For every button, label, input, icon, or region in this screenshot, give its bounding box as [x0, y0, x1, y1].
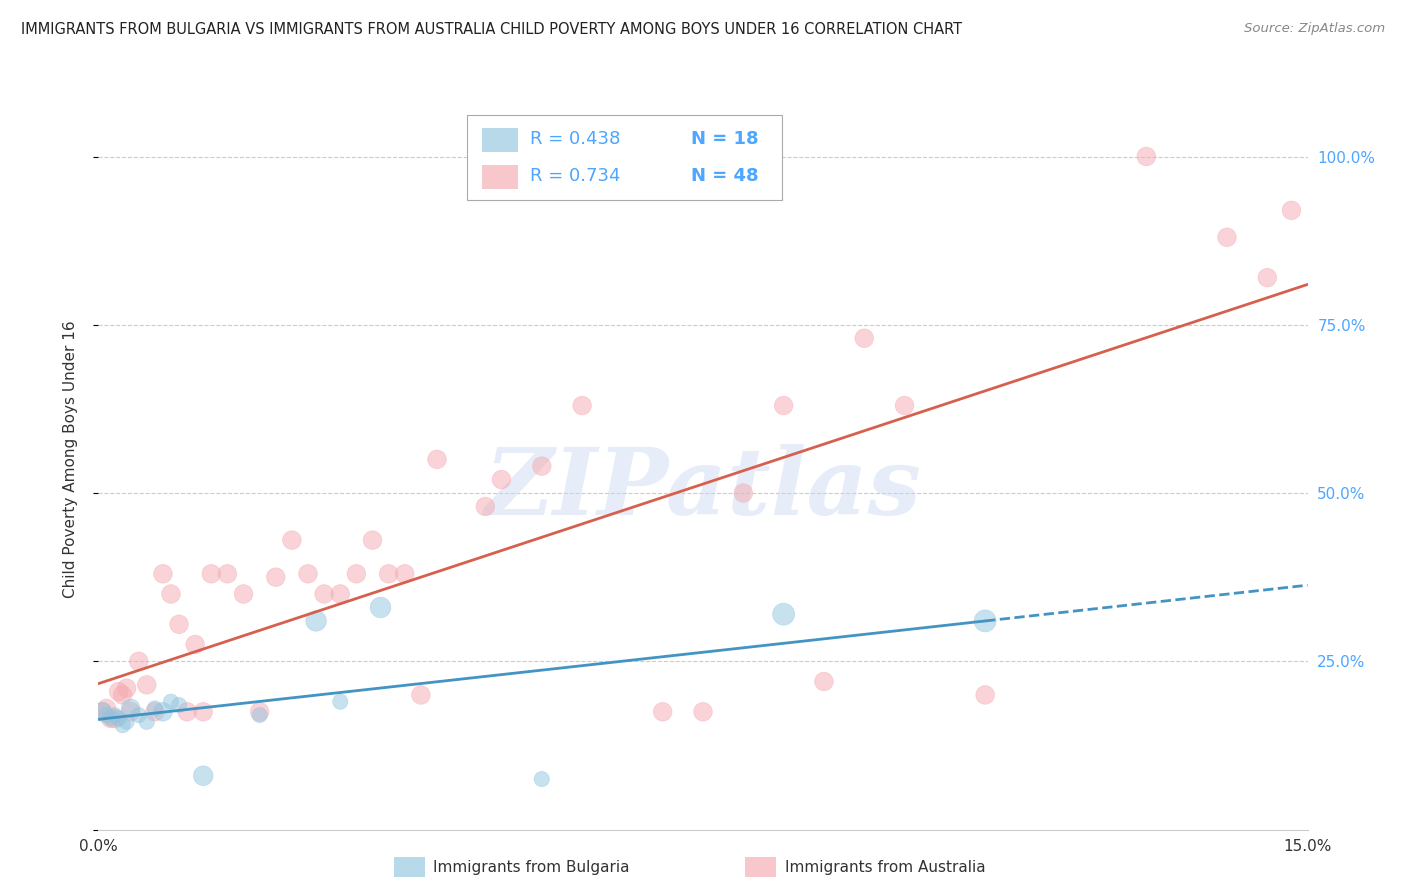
- Point: [107, 712, 129, 726]
- Point: [103, 712, 125, 726]
- Text: ZIPatlas: ZIPatlas: [485, 444, 921, 534]
- Point: [111, 718, 134, 732]
- Point: [100, 712, 122, 726]
- Bar: [482, 165, 517, 189]
- Point: [111, 688, 134, 702]
- Point: [409, 688, 432, 702]
- Point: [167, 698, 190, 712]
- Text: N = 18: N = 18: [690, 130, 758, 148]
- Point: [772, 399, 794, 413]
- Point: [91, 705, 114, 719]
- Point: [370, 600, 392, 615]
- Text: IMMIGRANTS FROM BULGARIA VS IMMIGRANTS FROM AUSTRALIA CHILD POVERTY AMONG BOYS U: IMMIGRANTS FROM BULGARIA VS IMMIGRANTS F…: [21, 22, 962, 37]
- Point: [571, 399, 593, 413]
- Point: [100, 712, 122, 726]
- Point: [184, 637, 207, 651]
- Point: [152, 705, 174, 719]
- Text: R = 0.438: R = 0.438: [530, 130, 620, 148]
- Text: Immigrants from Bulgaria: Immigrants from Bulgaria: [433, 860, 630, 874]
- Point: [160, 587, 183, 601]
- Point: [176, 705, 198, 719]
- Bar: [482, 128, 517, 153]
- Point: [733, 486, 755, 500]
- Point: [249, 708, 271, 723]
- Point: [329, 695, 352, 709]
- Point: [1281, 203, 1303, 218]
- Point: [530, 459, 553, 474]
- Point: [813, 674, 835, 689]
- Point: [115, 681, 138, 696]
- Point: [103, 708, 125, 723]
- Point: [160, 695, 183, 709]
- Point: [692, 705, 714, 719]
- Point: [152, 566, 174, 581]
- Point: [91, 705, 114, 719]
- Point: [135, 714, 157, 729]
- Point: [530, 772, 553, 786]
- Point: [96, 708, 118, 723]
- Point: [893, 399, 915, 413]
- Point: [128, 654, 150, 668]
- Point: [232, 587, 254, 601]
- Y-axis label: Child Poverty Among Boys Under 16: Child Poverty Among Boys Under 16: [63, 320, 77, 599]
- Point: [143, 701, 166, 715]
- Text: N = 48: N = 48: [690, 167, 758, 185]
- Point: [193, 769, 215, 783]
- Point: [853, 331, 876, 345]
- Point: [394, 566, 416, 581]
- Point: [474, 500, 496, 514]
- Text: Source: ZipAtlas.com: Source: ZipAtlas.com: [1244, 22, 1385, 36]
- Point: [128, 708, 150, 723]
- Point: [120, 705, 142, 719]
- Text: Immigrants from Australia: Immigrants from Australia: [785, 860, 986, 874]
- Point: [200, 566, 222, 581]
- Point: [361, 533, 384, 548]
- Point: [1216, 230, 1239, 244]
- Point: [120, 701, 142, 715]
- Point: [115, 714, 138, 729]
- Point: [426, 452, 449, 467]
- Point: [297, 566, 319, 581]
- Point: [107, 684, 129, 698]
- Point: [305, 614, 328, 628]
- Point: [135, 678, 157, 692]
- Point: [651, 705, 673, 719]
- Point: [314, 587, 336, 601]
- Point: [1256, 270, 1278, 285]
- Point: [193, 705, 215, 719]
- Point: [249, 705, 271, 719]
- Point: [143, 705, 166, 719]
- Text: R = 0.734: R = 0.734: [530, 167, 620, 185]
- Point: [217, 566, 239, 581]
- FancyBboxPatch shape: [467, 115, 782, 201]
- Point: [167, 617, 190, 632]
- Point: [772, 607, 794, 622]
- Point: [1135, 149, 1157, 163]
- Point: [377, 566, 399, 581]
- Point: [491, 473, 513, 487]
- Point: [344, 566, 367, 581]
- Point: [974, 688, 997, 702]
- Point: [974, 614, 997, 628]
- Point: [281, 533, 304, 548]
- Point: [96, 701, 118, 715]
- Point: [329, 587, 352, 601]
- Point: [264, 570, 287, 584]
